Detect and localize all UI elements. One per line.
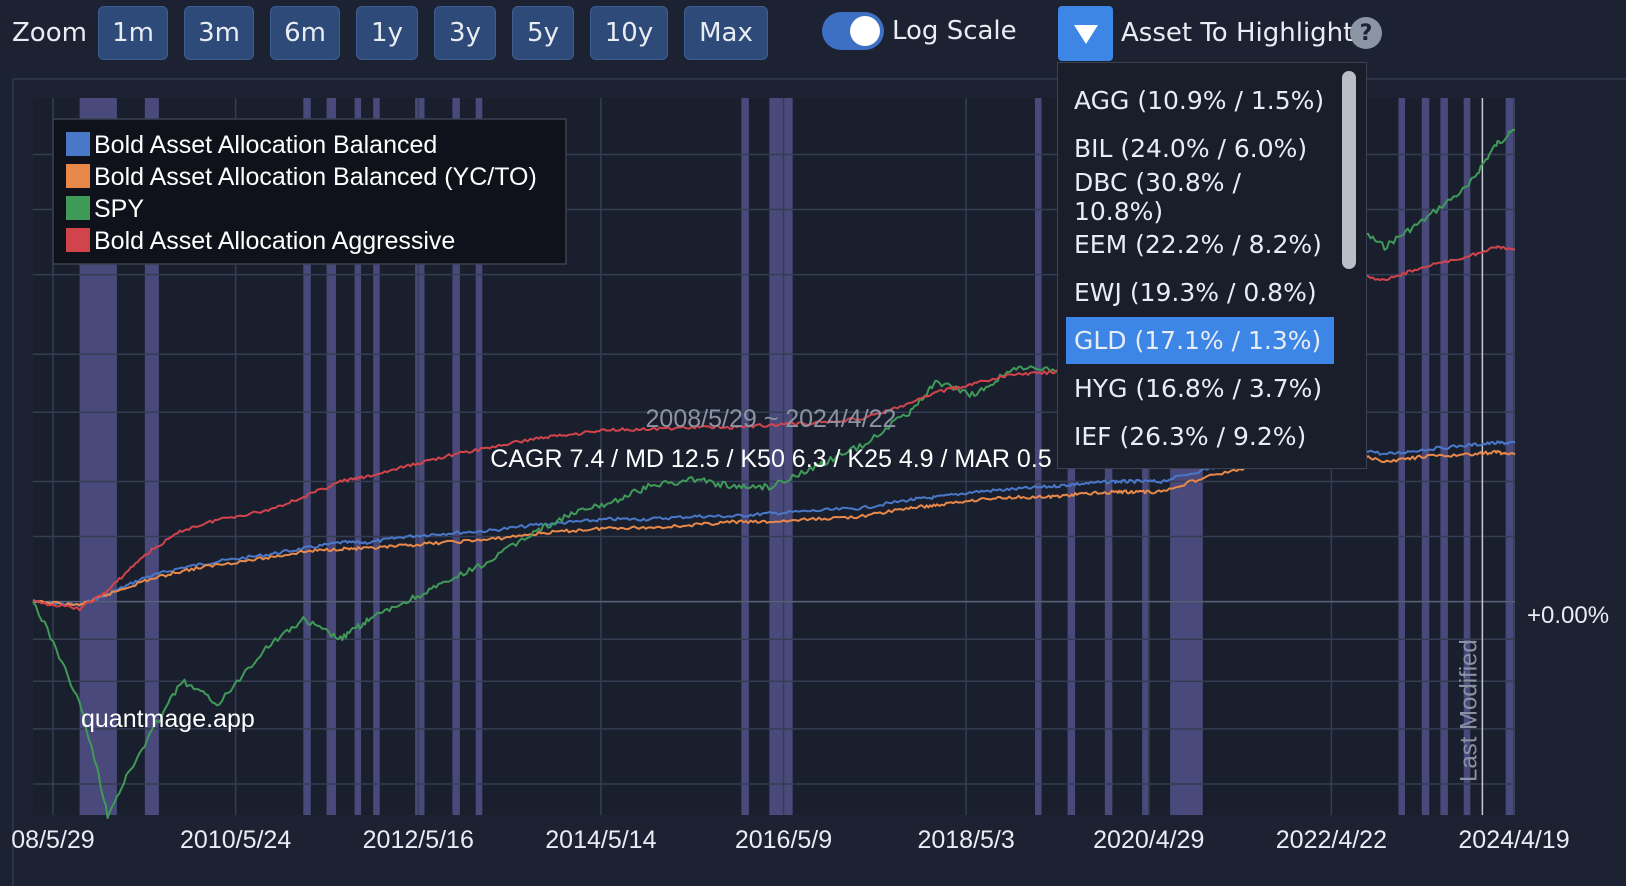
dropdown-item-dbc[interactable]: DBC (30.8% / 10.8%) [1074, 167, 1241, 226]
x-tick-label: 2018/5/3 [917, 826, 1014, 854]
legend-swatch [66, 196, 90, 220]
zoom-3y-button[interactable]: 3y [434, 6, 496, 60]
legend-label: Bold Asset Allocation Balanced [94, 131, 437, 159]
legend-swatch [66, 132, 90, 156]
highlight-band [373, 98, 380, 815]
dropdown-item-agg[interactable]: AGG (10.9% / 1.5%) [1074, 86, 1325, 115]
asset-dropdown-menu: AGG (10.9% / 1.5%) BIL (24.0% / 6.0%) DB… [1057, 62, 1367, 469]
highlight-band [1505, 98, 1515, 815]
highlight-band [303, 98, 311, 815]
legend-label: Bold Asset Allocation Balanced (YC/TO) [94, 163, 537, 191]
legend-label: SPY [94, 195, 144, 223]
highlight-band [1034, 98, 1042, 815]
highlight-band [1463, 98, 1471, 815]
highlight-band [475, 98, 483, 815]
x-tick-label: 2012/5/16 [363, 826, 474, 854]
question-icon[interactable]: ? [1350, 17, 1382, 49]
x-tick-label: 2024/4/19 [1458, 826, 1569, 854]
zoom-label: Zoom [12, 18, 87, 48]
highlight-band [741, 98, 749, 815]
zoom-5y-button[interactable]: 5y [512, 6, 574, 60]
toggle-knob [850, 16, 880, 46]
x-tick-label: 08/5/29 [11, 826, 94, 854]
dropdown-item-gld[interactable]: GLD (17.1% / 1.3%) [1066, 317, 1334, 364]
highlight-band [452, 98, 460, 815]
zoom-3m-button[interactable]: 3m [184, 6, 254, 60]
zoom-1m-button[interactable]: 1m [98, 6, 168, 60]
watermark: quantmage.app [81, 705, 255, 733]
legend-box [52, 118, 567, 265]
x-tick-label: 2010/5/24 [180, 826, 291, 854]
date-range-text: 2008/5/29 ~ 2024/4/22 [646, 405, 897, 433]
legend-swatch [66, 164, 90, 188]
dropdown-item-hyg[interactable]: HYG (16.8% / 3.7%) [1074, 374, 1323, 403]
zoom-1y-button[interactable]: 1y [356, 6, 418, 60]
x-tick-label: 2020/4/29 [1093, 826, 1204, 854]
log-scale-toggle[interactable] [822, 12, 884, 50]
highlight-band [326, 98, 336, 815]
log-scale-label: Log Scale [892, 16, 1017, 46]
x-tick-label: 2016/5/9 [735, 826, 832, 854]
x-tick-label: 2014/5/14 [545, 826, 656, 854]
dropdown-item-ewj[interactable]: EWJ (19.3% / 0.8%) [1074, 278, 1317, 307]
highlight-band [144, 98, 159, 815]
chart-frame [12, 78, 1626, 886]
triangle-down-icon [1073, 24, 1098, 44]
zoom-max-button[interactable]: Max [684, 6, 768, 60]
x-tick-label: 2022/4/22 [1276, 826, 1387, 854]
last-modified-label: Last Modified [1455, 639, 1482, 782]
asset-dropdown-button[interactable] [1058, 6, 1113, 61]
dropdown-item-ief[interactable]: IEF (26.3% / 9.2%) [1074, 422, 1307, 451]
highlight-band [769, 98, 793, 815]
stats-text: CAGR 7.4 / MD 12.5 / K50 6.3 / K25 4.9 /… [490, 445, 1051, 473]
dropdown-item-bil[interactable]: BIL (24.0% / 6.0%) [1074, 134, 1308, 163]
highlight-band [415, 98, 425, 815]
highlight-band [354, 98, 362, 815]
dropdown-item-eem[interactable]: EEM (22.2% / 8.2%) [1074, 230, 1322, 259]
highlight-band [1398, 98, 1406, 815]
dropdown-scrollbar[interactable] [1342, 71, 1356, 269]
legend-swatch [66, 228, 90, 252]
zoom-6m-button[interactable]: 6m [270, 6, 340, 60]
zoom-10y-button[interactable]: 10y [590, 6, 668, 60]
toolbar: Zoom 1m 3m 6m 1y 3y 5y 10y Max Log Scale… [0, 0, 1626, 70]
asset-highlight-label: Asset To Highlight [1121, 18, 1354, 48]
right-axis-label: +0.00% [1527, 602, 1609, 629]
legend-label: Bold Asset Allocation Aggressive [94, 227, 455, 255]
